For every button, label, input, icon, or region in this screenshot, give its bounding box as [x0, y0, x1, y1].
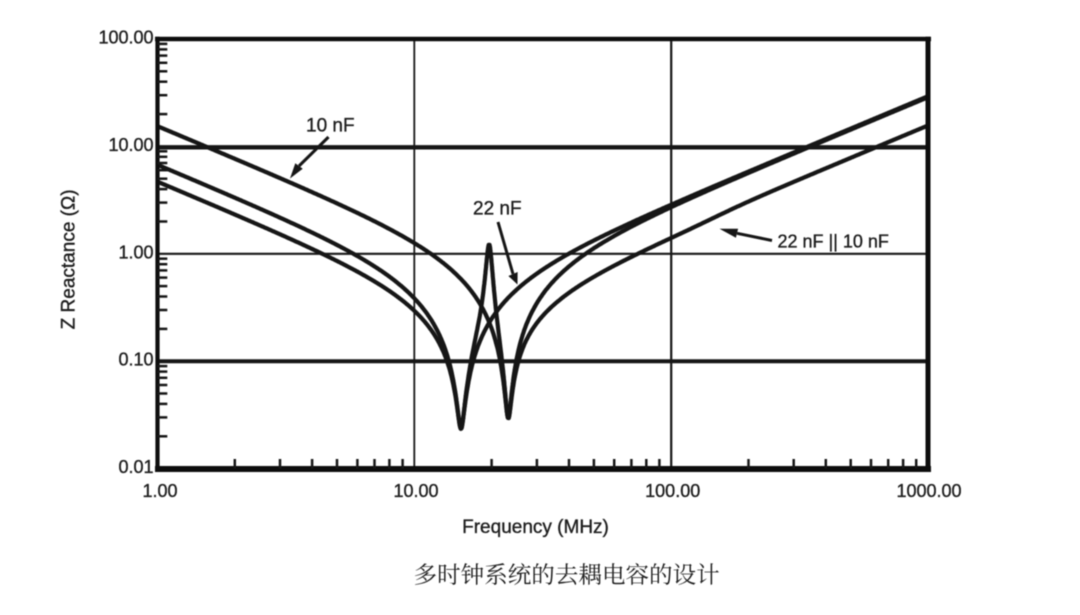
svg-text:10.00: 10.00 — [393, 481, 438, 501]
svg-text:Frequency (MHz): Frequency (MHz) — [462, 517, 609, 538]
svg-text:1.00: 1.00 — [142, 481, 177, 501]
svg-text:100.00: 100.00 — [645, 481, 700, 501]
svg-text:1000.00: 1000.00 — [896, 481, 961, 501]
svg-text:1.00: 1.00 — [118, 242, 153, 262]
svg-text:22 nF || 10 nF: 22 nF || 10 nF — [778, 232, 889, 252]
svg-text:22 nF: 22 nF — [473, 199, 522, 220]
svg-text:10.00: 10.00 — [108, 135, 153, 155]
svg-text:Z Reactance (Ω): Z Reactance (Ω) — [59, 189, 80, 329]
svg-text:10 nF: 10 nF — [306, 116, 355, 137]
svg-text:0.01: 0.01 — [118, 457, 153, 477]
svg-text:0.10: 0.10 — [118, 350, 153, 370]
svg-text:100.00: 100.00 — [98, 28, 153, 48]
